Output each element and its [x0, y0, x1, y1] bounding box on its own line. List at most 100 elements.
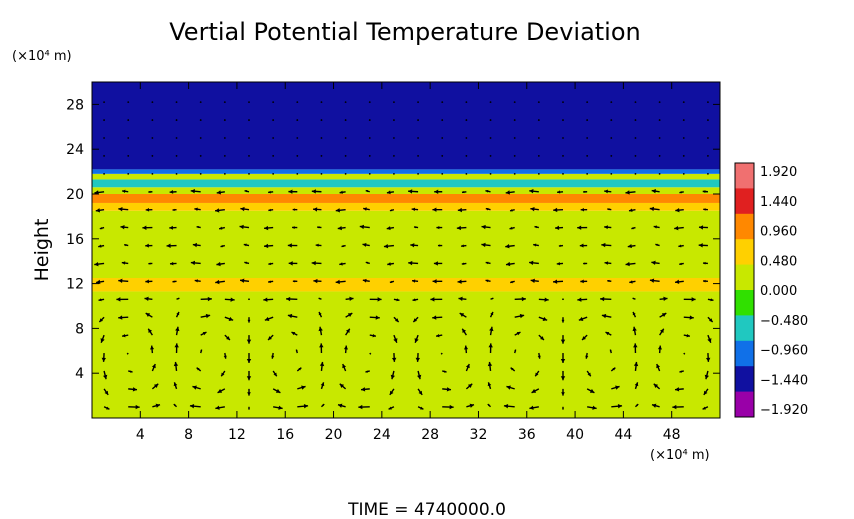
- wind-arrow: [583, 262, 588, 265]
- x-tick-label: 28: [421, 427, 439, 443]
- wind-arrow: [247, 317, 251, 323]
- wind-arrow: [561, 388, 565, 396]
- wind-arrow: [291, 331, 298, 336]
- wind-arrow: [339, 262, 346, 266]
- wind-arrow: [465, 155, 468, 157]
- wind-arrow: [358, 404, 370, 410]
- wind-arrow: [240, 206, 250, 212]
- wind-arrow: [461, 262, 467, 266]
- wind-arrow: [248, 119, 250, 121]
- colorbar-segment: [735, 213, 754, 240]
- wind-arrow: [465, 119, 468, 121]
- wind-arrow: [437, 244, 443, 247]
- wind-arrow: [433, 261, 443, 266]
- wind-arrow: [246, 353, 252, 364]
- wind-arrow: [215, 405, 225, 410]
- y-tick-label: 4: [75, 366, 84, 382]
- wind-arrow: [295, 349, 298, 354]
- wind-arrow: [678, 244, 684, 248]
- colorbar-segment: [735, 366, 754, 393]
- wind-arrow: [417, 119, 419, 121]
- wind-arrow: [365, 261, 370, 265]
- wind-arrow: [633, 343, 638, 354]
- wind-arrow: [127, 137, 130, 139]
- wind-arrow: [243, 243, 250, 247]
- wind-arrow: [239, 224, 250, 230]
- chart-title: Vertial Potential Temperature Deviation: [169, 18, 641, 46]
- wind-arrow: [489, 119, 492, 121]
- wind-arrow: [365, 189, 370, 193]
- wind-arrow: [705, 353, 711, 362]
- wind-arrow: [98, 244, 105, 248]
- x-tick-label: 44: [614, 427, 632, 443]
- wind-arrow: [560, 370, 566, 381]
- wind-arrow: [610, 101, 613, 104]
- wind-arrow: [248, 406, 250, 410]
- wind-arrow: [538, 297, 549, 302]
- wind-arrow: [605, 331, 612, 336]
- wind-arrow: [151, 119, 154, 121]
- wind-arrow: [287, 243, 298, 248]
- wind-arrow: [95, 208, 105, 213]
- colorbar-segment: [735, 315, 754, 342]
- wind-arrow: [296, 172, 299, 175]
- wind-arrow: [586, 137, 589, 139]
- wind-arrow: [417, 155, 419, 157]
- x-unit-label: (×10⁴ m): [650, 448, 710, 463]
- wind-arrow: [315, 243, 322, 247]
- wind-arrow: [529, 188, 539, 194]
- wind-arrow: [128, 370, 133, 373]
- wind-arrow: [510, 367, 516, 372]
- wind-arrow: [580, 207, 588, 212]
- wind-arrow: [173, 403, 178, 408]
- wind-arrow: [297, 385, 306, 390]
- wind-arrow: [514, 313, 525, 319]
- wind-arrow: [651, 260, 660, 266]
- wind-arrow: [248, 137, 250, 139]
- wind-arrow: [288, 261, 298, 266]
- wind-arrow: [103, 155, 105, 157]
- wind-arrow: [649, 278, 660, 283]
- wind-arrow: [513, 155, 516, 157]
- wind-arrow: [442, 404, 454, 410]
- wind-arrow: [215, 279, 225, 285]
- wind-arrow: [683, 297, 696, 302]
- wind-arrow: [633, 361, 639, 372]
- wind-arrow: [116, 297, 129, 302]
- wind-arrow: [345, 296, 354, 302]
- wind-arrow: [151, 101, 154, 104]
- wind-arrow: [318, 326, 323, 336]
- wind-arrow: [707, 172, 709, 175]
- wind-arrow: [413, 226, 419, 229]
- wind-arrow: [267, 334, 274, 341]
- wind-arrow: [320, 101, 323, 104]
- wind-arrow: [287, 313, 298, 319]
- wind-arrow: [485, 279, 491, 283]
- wind-arrow: [414, 334, 419, 343]
- wind-arrow: [659, 328, 665, 336]
- wind-arrow: [223, 352, 227, 359]
- colorbar-segment: [735, 188, 754, 215]
- wind-arrow: [562, 101, 564, 104]
- wind-arrow: [174, 343, 179, 354]
- wind-arrow: [386, 226, 395, 231]
- wind-arrow: [432, 279, 443, 284]
- wind-arrow: [318, 311, 323, 318]
- wind-arrow: [583, 190, 588, 193]
- wind-arrow: [704, 370, 709, 380]
- wind-arrow: [513, 137, 516, 139]
- wind-arrow: [365, 370, 370, 373]
- wind-arrow: [127, 155, 130, 157]
- wind-arrow: [360, 387, 370, 392]
- heatmap-band-8: [92, 169, 720, 174]
- wind-arrow: [461, 190, 467, 194]
- wind-arrow: [175, 119, 178, 121]
- wind-arrow: [634, 119, 637, 121]
- wind-arrow: [586, 119, 589, 121]
- wind-arrow: [122, 189, 129, 194]
- wind-arrow: [682, 101, 685, 104]
- wind-arrow: [200, 349, 203, 354]
- heatmap-band-6: [92, 179, 720, 188]
- wind-arrow: [465, 363, 470, 372]
- wind-arrow: [703, 388, 709, 396]
